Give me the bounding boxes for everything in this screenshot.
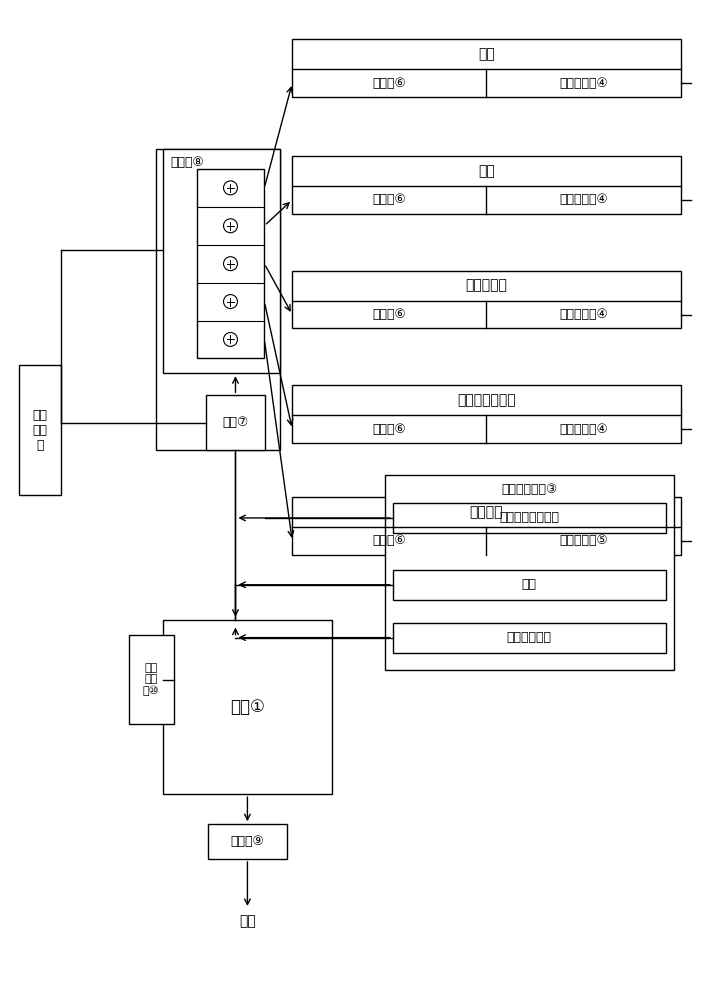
Bar xyxy=(163,620,332,794)
Text: 空调蒸发器冷凝水: 空调蒸发器冷凝水 xyxy=(499,511,559,524)
Text: 刹车: 刹车 xyxy=(478,164,495,178)
Bar xyxy=(393,623,666,653)
Text: 温度传感器④: 温度传感器④ xyxy=(559,423,608,436)
Bar xyxy=(292,385,681,443)
Circle shape xyxy=(223,181,238,195)
Bar xyxy=(393,570,666,600)
Text: 雨水: 雨水 xyxy=(522,578,537,591)
Text: 行车
电脑
⑰: 行车 电脑 ⑰ xyxy=(33,409,48,452)
Bar xyxy=(163,149,280,373)
Text: 火灾传感器⑤: 火灾传感器⑤ xyxy=(559,534,608,547)
Bar xyxy=(129,635,174,724)
Text: 空调冷凝器: 空调冷凝器 xyxy=(466,279,508,293)
Bar xyxy=(292,39,681,97)
Circle shape xyxy=(223,295,238,309)
Circle shape xyxy=(223,257,238,271)
Text: 温度传感器④: 温度传感器④ xyxy=(559,77,608,90)
Bar xyxy=(206,395,265,450)
Bar xyxy=(292,156,681,214)
Text: 水箱①: 水箱① xyxy=(230,698,265,716)
Text: 发动机进气歧管: 发动机进气歧管 xyxy=(457,393,515,407)
Text: 电磁阀⑨: 电磁阀⑨ xyxy=(230,835,264,848)
Text: 排气管冷凝水: 排气管冷凝水 xyxy=(507,631,552,644)
Text: 水汽收集组件③: 水汽收集组件③ xyxy=(501,483,557,496)
Text: 轮胎: 轮胎 xyxy=(478,47,495,61)
Bar xyxy=(156,149,280,450)
Bar xyxy=(292,271,681,328)
Text: 喷淋头⑥: 喷淋头⑥ xyxy=(372,193,406,206)
Bar xyxy=(385,475,674,670)
Text: 电磁阀⑧: 电磁阀⑧ xyxy=(171,156,204,169)
Text: 喷淋头⑥: 喷淋头⑥ xyxy=(372,308,406,321)
Text: 发动机舱: 发动机舱 xyxy=(470,505,503,519)
Text: 喷淋头⑥: 喷淋头⑥ xyxy=(372,423,406,436)
Text: 水泵⑦: 水泵⑦ xyxy=(223,416,249,429)
Bar xyxy=(393,503,666,533)
Text: 喷淋头⑥: 喷淋头⑥ xyxy=(372,534,406,547)
Text: 水位
传感
器⑩: 水位 传感 器⑩ xyxy=(143,663,160,696)
Bar xyxy=(292,497,681,555)
Text: 温度传感器④: 温度传感器④ xyxy=(559,193,608,206)
Bar xyxy=(196,169,264,358)
Circle shape xyxy=(223,219,238,233)
Circle shape xyxy=(223,332,238,346)
Bar xyxy=(208,824,287,859)
Text: 温度传感器④: 温度传感器④ xyxy=(559,308,608,321)
Text: 污水: 污水 xyxy=(239,914,256,928)
Text: 喷淋头⑥: 喷淋头⑥ xyxy=(372,77,406,90)
Bar xyxy=(19,365,61,495)
